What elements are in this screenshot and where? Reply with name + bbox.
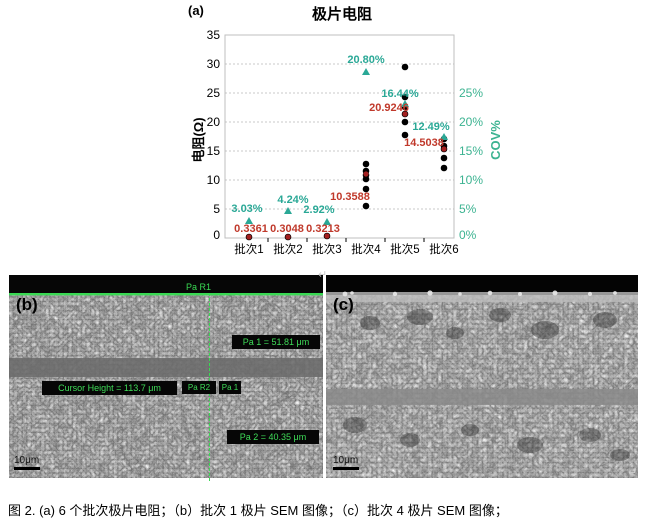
svg-text:3.03%: 3.03% [231, 203, 262, 215]
svg-text:批次6: 批次6 [429, 242, 458, 256]
svg-text:5: 5 [213, 202, 220, 216]
svg-text:25%: 25% [459, 86, 483, 100]
svg-text:15%: 15% [459, 144, 483, 158]
svg-text:5%: 5% [459, 202, 477, 216]
svg-text:批次5: 批次5 [390, 242, 419, 256]
svg-text:2.92%: 2.92% [303, 204, 334, 216]
svg-text:0: 0 [213, 228, 220, 242]
svg-text:批次2: 批次2 [273, 242, 302, 256]
svg-text:(a): (a) [188, 3, 204, 18]
svg-text:35: 35 [207, 28, 221, 42]
svg-text:10: 10 [207, 173, 221, 187]
svg-text:15: 15 [207, 144, 221, 158]
svg-text:20%: 20% [459, 115, 483, 129]
svg-text:批次1: 批次1 [234, 242, 263, 256]
svg-text:0%: 0% [459, 228, 477, 242]
svg-text:16.44%: 16.44% [381, 88, 419, 100]
svg-text:12.49%: 12.49% [412, 121, 450, 133]
svg-text:COV%: COV% [488, 120, 503, 160]
svg-text:电阻(Ω): 电阻(Ω) [191, 117, 206, 162]
svg-text:10.3588: 10.3588 [330, 191, 370, 203]
svg-text:30: 30 [207, 57, 221, 71]
svg-text:20.80%: 20.80% [347, 54, 385, 66]
svg-text:25: 25 [207, 86, 221, 100]
svg-text:14.5038: 14.5038 [404, 137, 444, 149]
svg-text:10%: 10% [459, 173, 483, 187]
svg-text:20.9246: 20.9246 [369, 102, 409, 114]
svg-text:极片电阻: 极片电阻 [312, 5, 372, 23]
svg-text:0.3213: 0.3213 [306, 223, 340, 235]
svg-text:0.3361: 0.3361 [234, 223, 268, 235]
svg-text:批次4: 批次4 [351, 242, 381, 256]
svg-text:20: 20 [207, 115, 221, 129]
svg-text:批次3: 批次3 [312, 242, 341, 256]
svg-text:0.3048: 0.3048 [270, 223, 304, 235]
